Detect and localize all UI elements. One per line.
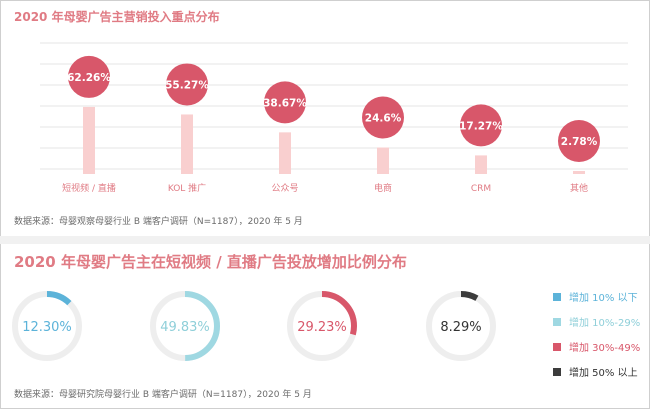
value-bubble	[460, 104, 502, 147]
category-label: 短视频 / 直播	[62, 182, 116, 194]
legend-label: 增加 30%-49%	[569, 343, 641, 354]
value-label: 17.27%	[459, 120, 503, 132]
value-bubble	[264, 81, 306, 124]
legend-swatch	[553, 317, 561, 326]
bar-chart: 62.26% 短视频 / 直播 55.27% KOL 推广 38.67% 公众号 24.6%…	[40, 42, 628, 194]
category-label: KOL 推广	[168, 182, 206, 194]
bar	[475, 155, 487, 174]
ring-segment	[287, 291, 357, 361]
ring-value-label: 29.23%	[297, 320, 347, 335]
category-label: 电商	[374, 182, 392, 194]
value-label: 2.78%	[561, 136, 598, 148]
value-bubble	[362, 96, 404, 139]
category-label: 其他	[570, 182, 588, 194]
legend-item: 增加 30%-49%	[553, 334, 640, 359]
value-bubble	[166, 63, 208, 106]
category-label: CRM	[471, 184, 491, 194]
legend-label: 增加 50% 以上	[569, 368, 638, 379]
value-label: 55.27%	[165, 79, 209, 91]
value-bubble	[68, 55, 110, 98]
legend-swatch	[553, 367, 561, 376]
value-label: 38.67%	[263, 97, 307, 109]
ring-segment	[150, 291, 220, 361]
bar	[573, 171, 585, 174]
bar	[377, 147, 389, 174]
value-bubble	[558, 120, 600, 162]
legend-swatch	[553, 292, 561, 301]
ring-value-label: 8.29%	[440, 320, 481, 335]
value-label: 24.6%	[365, 112, 402, 124]
legend-label: 增加 10% 以下	[569, 293, 638, 304]
bar	[181, 114, 193, 174]
chart-title-increase: 2020 年母婴广告主在短视频 / 直播广告投放增加比例分布	[14, 253, 407, 271]
legend-item: 增加 10%-29%	[553, 309, 640, 334]
ring-segment	[12, 291, 82, 361]
legend-swatch	[553, 342, 561, 351]
ring-segment	[426, 291, 496, 361]
source-note-bottom: 数据来源：母婴研究院母婴行业 B 端客户调研（N=1187），2020 年 5 …	[14, 390, 312, 400]
ring-value-label: 12.30%	[22, 320, 72, 335]
legend-label: 增加 10%-29%	[569, 318, 641, 329]
legend-item: 增加 10% 以下	[553, 284, 640, 309]
legend-item: 增加 50% 以上	[553, 359, 640, 384]
value-label: 62.26%	[67, 72, 111, 84]
bar	[279, 132, 291, 174]
chart-title-investment: 2020 年母婴广告主营销投入重点分布	[14, 10, 220, 24]
ring-value-label: 49.83%	[160, 320, 210, 335]
ring-legend: 增加 10% 以下 增加 10%-29% 增加 30%-49% 增加 50% 以上	[553, 284, 640, 384]
section-divider	[0, 236, 650, 244]
bar	[83, 106, 95, 174]
source-note-top: 数据来源：母婴观察母婴行业 B 端客户调研（N=1187），2020 年 5 月	[14, 217, 303, 227]
category-label: 公众号	[271, 183, 298, 194]
